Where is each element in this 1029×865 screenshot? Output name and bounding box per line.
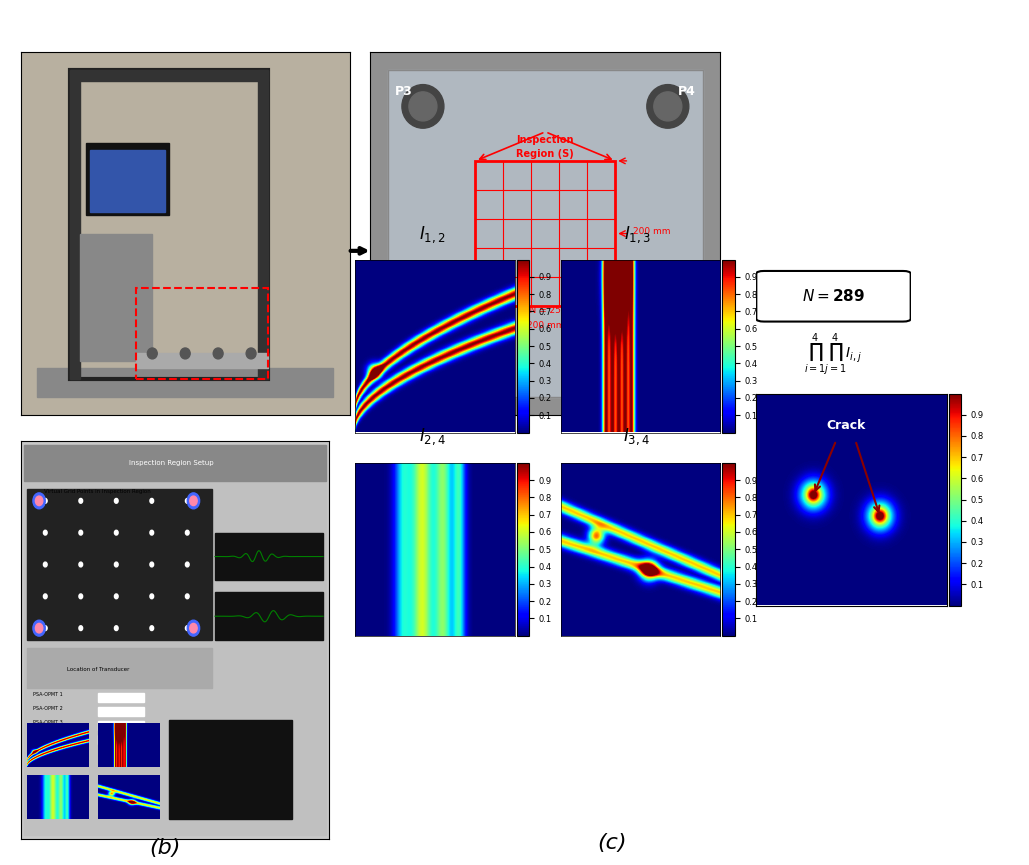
Text: $I_{1,3}$: $I_{1,3}$ <box>624 224 650 245</box>
FancyBboxPatch shape <box>756 271 911 322</box>
Bar <box>136 354 268 368</box>
Text: 200 mm: 200 mm <box>633 227 670 235</box>
Text: (a): (a) <box>355 405 386 426</box>
Circle shape <box>114 562 118 567</box>
Text: PSA-OPMT 4: PSA-OPMT 4 <box>33 734 63 739</box>
Circle shape <box>79 562 82 567</box>
Circle shape <box>150 625 153 631</box>
Circle shape <box>43 562 47 567</box>
Circle shape <box>79 498 82 503</box>
Circle shape <box>189 624 198 633</box>
Bar <box>70 70 80 379</box>
Text: P3: P3 <box>395 86 413 99</box>
Circle shape <box>43 594 47 599</box>
Circle shape <box>43 625 47 631</box>
Bar <box>215 593 323 640</box>
Bar <box>169 720 292 819</box>
Text: 200 mm: 200 mm <box>527 321 564 330</box>
Bar <box>90 150 166 212</box>
Bar <box>86 143 169 215</box>
Text: $I_{2,4}$: $I_{2,4}$ <box>419 426 446 447</box>
Circle shape <box>33 620 45 636</box>
Text: $I_{3,4}$: $I_{3,4}$ <box>624 426 650 447</box>
Text: Crack: Crack <box>826 419 865 432</box>
Text: $I_{1,2}$: $I_{1,2}$ <box>419 224 446 245</box>
Circle shape <box>79 625 82 631</box>
Circle shape <box>402 339 443 382</box>
Text: $\prod_{i=1}^{4}\prod_{j=1}^{4} I_{i,j}$: $\prod_{i=1}^{4}\prod_{j=1}^{4} I_{i,j}$ <box>805 330 862 378</box>
Text: Inspection Region Setup: Inspection Region Setup <box>129 460 213 466</box>
Circle shape <box>180 348 190 359</box>
Text: P1: P1 <box>395 380 413 393</box>
Circle shape <box>409 92 437 121</box>
Bar <box>475 161 615 306</box>
Text: Virtual Grid Points in Inspection Region: Virtual Grid Points in Inspection Region <box>44 489 151 494</box>
Circle shape <box>147 348 157 359</box>
Text: Inspection: Inspection <box>517 135 574 144</box>
Circle shape <box>35 496 43 506</box>
Bar <box>98 721 144 730</box>
Circle shape <box>647 339 688 382</box>
Circle shape <box>653 346 682 375</box>
Circle shape <box>114 498 118 503</box>
Circle shape <box>114 594 118 599</box>
Circle shape <box>79 594 82 599</box>
Circle shape <box>150 530 153 535</box>
Circle shape <box>79 530 82 535</box>
Text: PSA-OPMT 3: PSA-OPMT 3 <box>33 720 63 725</box>
Text: Location of Transducer: Location of Transducer <box>67 668 130 672</box>
Circle shape <box>114 625 118 631</box>
Circle shape <box>114 530 118 535</box>
Circle shape <box>189 496 198 506</box>
Text: (c): (c) <box>598 833 627 854</box>
Text: PSA-OPMT 1: PSA-OPMT 1 <box>33 692 63 697</box>
Circle shape <box>150 498 153 503</box>
Bar <box>70 70 268 81</box>
Bar <box>27 489 212 640</box>
Circle shape <box>213 348 223 359</box>
Circle shape <box>185 562 189 567</box>
Text: (b): (b) <box>149 837 180 858</box>
Circle shape <box>187 620 200 636</box>
Circle shape <box>647 85 688 128</box>
Bar <box>70 70 268 379</box>
Circle shape <box>246 348 256 359</box>
Bar <box>98 693 144 702</box>
Circle shape <box>33 493 45 509</box>
Circle shape <box>187 493 200 509</box>
Circle shape <box>653 92 682 121</box>
Circle shape <box>150 594 153 599</box>
Bar <box>98 707 144 715</box>
Text: P4: P4 <box>678 86 697 99</box>
Text: $N = \mathbf{289}$: $N = \mathbf{289}$ <box>802 288 865 304</box>
Bar <box>98 734 144 744</box>
Circle shape <box>185 625 189 631</box>
Bar <box>80 234 152 361</box>
Bar <box>27 648 212 688</box>
Circle shape <box>409 346 437 375</box>
Bar <box>37 368 333 397</box>
Circle shape <box>185 594 189 599</box>
Bar <box>215 533 323 580</box>
Text: (N = 25): (N = 25) <box>526 306 565 316</box>
Circle shape <box>185 498 189 503</box>
Circle shape <box>150 562 153 567</box>
Circle shape <box>402 85 443 128</box>
Bar <box>24 445 326 481</box>
Circle shape <box>185 530 189 535</box>
Bar <box>257 70 268 379</box>
Circle shape <box>43 498 47 503</box>
Text: Region (S): Region (S) <box>517 150 574 159</box>
Text: P2: P2 <box>678 380 697 393</box>
Text: PSA-OPMT 2: PSA-OPMT 2 <box>33 706 63 711</box>
Circle shape <box>43 530 47 535</box>
Circle shape <box>35 624 43 633</box>
